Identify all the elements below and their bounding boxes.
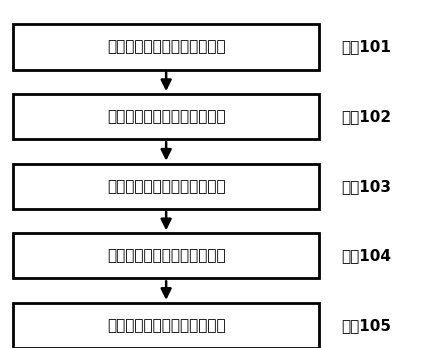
Text: 步骤102: 步骤102: [341, 109, 391, 124]
Bar: [13, 24, 319, 70]
Text: 精细标定，明确岩震匹配关系: 精细标定，明确岩震匹配关系: [107, 39, 225, 55]
Text: 波形相控，反射系数组合寻优: 波形相控，反射系数组合寻优: [107, 179, 225, 194]
Bar: [13, 303, 319, 348]
Text: 多井交汇，优选有效测井曲线: 多井交汇，优选有效测井曲线: [107, 109, 225, 124]
Bar: [13, 164, 319, 209]
Text: 相互对照，确定反演色谱区块: 相互对照，确定反演色谱区块: [107, 248, 225, 263]
Bar: [13, 94, 319, 139]
Text: 步骤104: 步骤104: [341, 248, 391, 263]
Text: 实钻验证，准确道踪描述砂体: 实钻验证，准确道踪描述砂体: [107, 318, 225, 333]
Text: 步骤105: 步骤105: [341, 318, 391, 333]
Bar: [13, 233, 319, 278]
Text: 步骤101: 步骤101: [341, 39, 391, 55]
Text: 步骤103: 步骤103: [341, 179, 391, 194]
